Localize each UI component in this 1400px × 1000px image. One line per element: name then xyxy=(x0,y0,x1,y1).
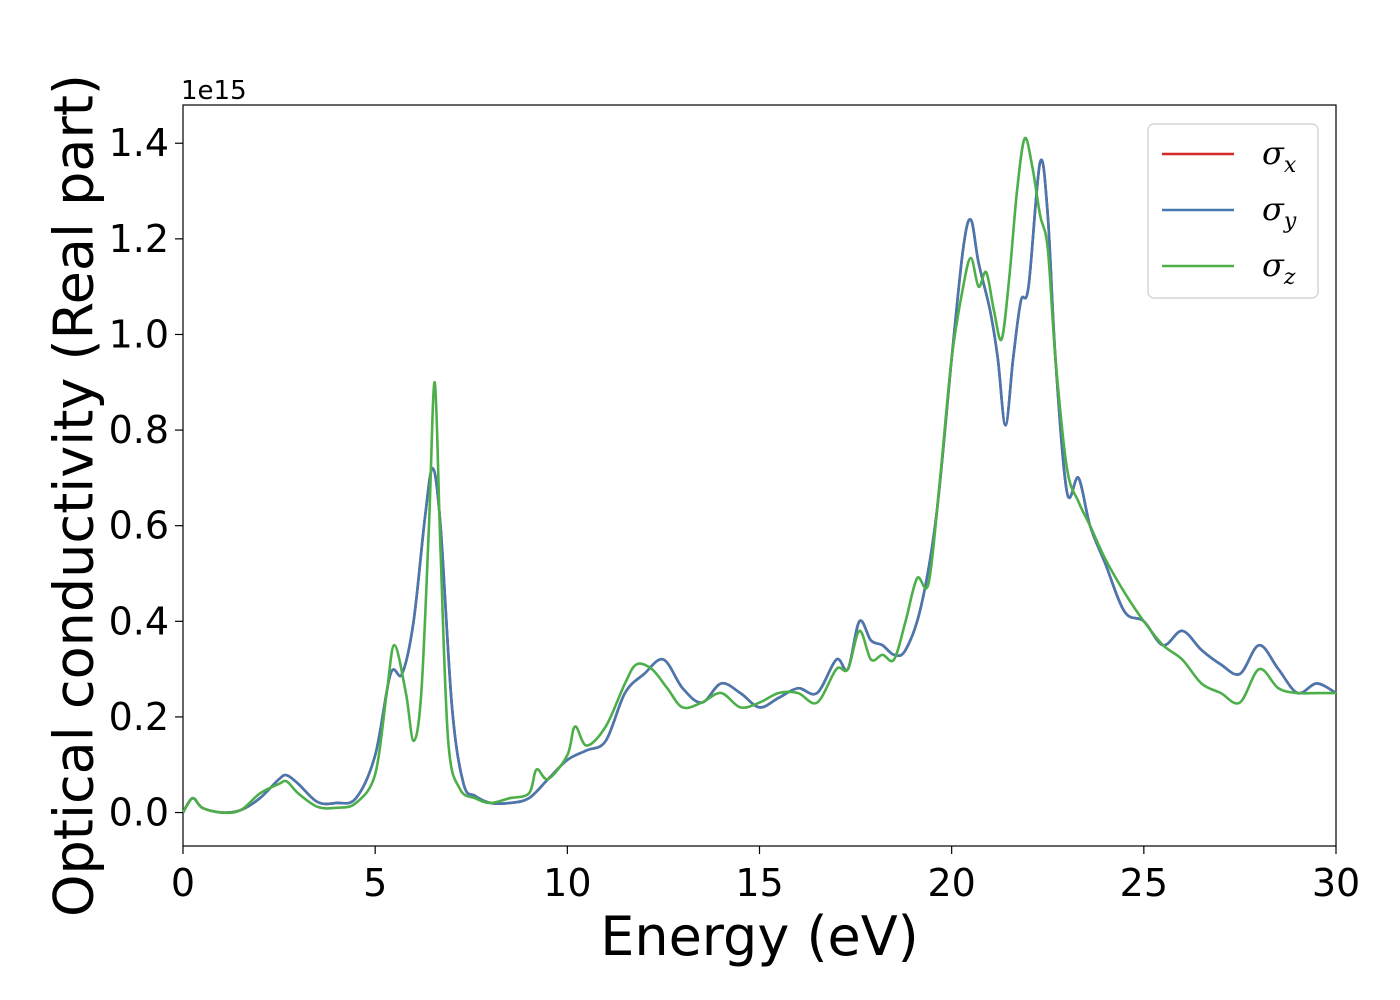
y-axis-offset-label: 1e15 xyxy=(181,76,247,106)
y-axis-ticks: 0.0 0.2 0.4 0.6 0.8 1.0 1.2 1.4 xyxy=(109,121,183,835)
series-line-y xyxy=(181,158,1337,814)
y-tick-label: 0.4 xyxy=(109,599,169,643)
x-axis-label: Energy (eV) xyxy=(600,905,919,968)
y-tick-label: 0.6 xyxy=(109,504,169,548)
y-tick-label: 0.2 xyxy=(109,695,169,739)
x-tick-label: 0 xyxy=(171,861,195,905)
y-tick-label: 1.2 xyxy=(109,217,169,261)
y-axis-label: Optical conductivity (Real part) xyxy=(43,74,106,917)
x-tick-label: 30 xyxy=(1312,861,1360,905)
x-tick-label: 15 xyxy=(735,861,783,905)
legend-label-z: σz xyxy=(1262,246,1296,290)
y-tick-label: 0.0 xyxy=(109,791,169,835)
x-tick-label: 20 xyxy=(927,861,975,905)
x-axis-ticks: 0 5 10 15 20 25 30 xyxy=(171,846,1360,905)
y-tick-label: 1.0 xyxy=(109,312,169,356)
legend-label-y: σy xyxy=(1262,190,1297,234)
series-line-z xyxy=(181,136,1336,815)
series-layer xyxy=(181,136,1337,815)
legend-label-x: σx xyxy=(1262,134,1297,178)
x-tick-label: 10 xyxy=(543,861,591,905)
y-tick-label: 1.4 xyxy=(109,121,169,165)
y-tick-label: 0.8 xyxy=(109,408,169,452)
legend: σx σy σz xyxy=(1147,123,1319,299)
x-tick-label: 5 xyxy=(363,861,387,905)
x-tick-label: 25 xyxy=(1120,861,1168,905)
